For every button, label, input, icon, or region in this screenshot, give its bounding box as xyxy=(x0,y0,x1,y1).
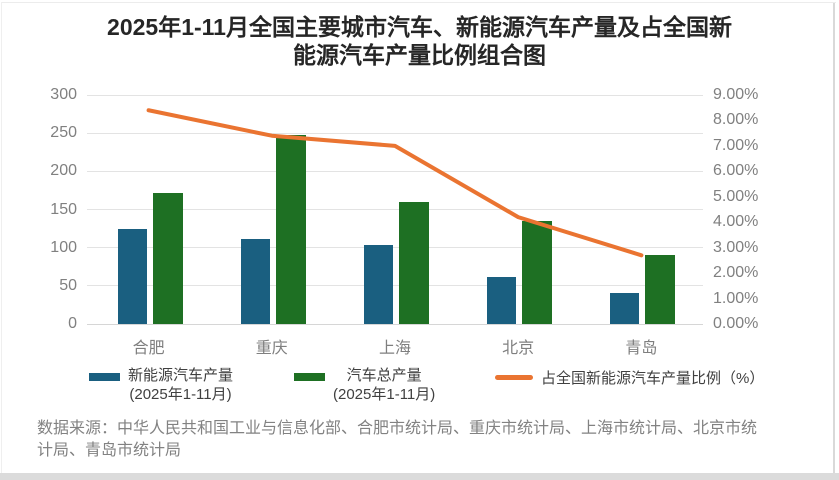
y-axis-left-label-0: 0 xyxy=(68,315,77,332)
card-border-bottom xyxy=(0,473,839,480)
y-axis-left-label-100: 100 xyxy=(50,238,77,256)
bar-nev-合肥 xyxy=(117,229,147,324)
bar-total-重庆 xyxy=(275,135,306,324)
legend-item-total: 汽车总产量 (2025年1-11月) xyxy=(294,366,435,404)
x-axis-label-合肥: 合肥 xyxy=(132,340,165,357)
gridline-250 xyxy=(87,132,703,134)
y-axis-right-label-3.00%: 3.00% xyxy=(713,238,759,256)
bar-total-北京 xyxy=(522,220,553,324)
y-axis-right-label-0.00%: 0.00% xyxy=(713,315,759,332)
nev-bar-swatch-icon xyxy=(89,373,120,381)
share-line-swatch-icon xyxy=(495,375,533,380)
y-axis-left-label-250: 250 xyxy=(50,124,77,142)
bar-nev-青岛 xyxy=(610,293,640,324)
legend-item-nev: 新能源汽车产量 (2025年1-11月) xyxy=(89,366,233,404)
y-axis-right-label-6.00%: 6.00% xyxy=(713,162,759,180)
x-axis-label-上海: 上海 xyxy=(378,340,411,357)
y-axis-left-label-50: 50 xyxy=(59,276,77,294)
y-axis-right-label-9.00%: 9.00% xyxy=(713,86,759,103)
data-source-note: 数据来源：中华人民共和国工业与信息化部、合肥市统计局、重庆市统计局、上海市统计局… xyxy=(37,420,758,459)
legend-item-share: 占全国新能源汽车产量比例（%） xyxy=(495,366,764,388)
y-axis-right-label-1.00%: 1.00% xyxy=(713,289,759,307)
gridline-0 xyxy=(87,323,703,325)
chart-title: 2025年1-11月全国主要城市汽车、新能源汽车产量及占全国新 能源汽车产量比例… xyxy=(107,14,732,68)
y-axis-left-label-200: 200 xyxy=(50,162,77,180)
bar-nev-重庆 xyxy=(240,239,270,324)
y-axis-right-label-5.00%: 5.00% xyxy=(713,187,759,205)
card-border-left xyxy=(1,2,2,474)
y-axis-left-label-300: 300 xyxy=(50,86,77,103)
x-axis-label-重庆: 重庆 xyxy=(255,340,288,357)
y-axis-right-label-4.00%: 4.00% xyxy=(713,213,759,231)
gridline-50 xyxy=(87,285,703,287)
y-axis-right-label-8.00%: 8.00% xyxy=(713,111,759,129)
legend-label-share: 占全国新能源汽车产量比例（%） xyxy=(541,370,765,387)
y-axis-right-label-7.00%: 7.00% xyxy=(713,136,759,154)
x-axis-label-北京: 北京 xyxy=(502,340,535,357)
gridline-200 xyxy=(87,170,703,172)
legend-label-nev: 新能源汽车产量 (2025年1-11月) xyxy=(128,367,234,403)
legend-label-total: 汽车总产量 (2025年1-11月) xyxy=(333,367,436,403)
card-border-right xyxy=(833,3,835,473)
total-bar-swatch-icon xyxy=(294,373,325,381)
bar-total-青岛 xyxy=(645,255,676,324)
bar-nev-上海 xyxy=(364,244,393,324)
y-axis-left-label-150: 150 xyxy=(50,200,77,218)
bar-total-合肥 xyxy=(152,192,183,324)
bar-total-上海 xyxy=(399,201,429,324)
y-axis-right-label-2.00%: 2.00% xyxy=(713,264,759,282)
bar-nev-北京 xyxy=(487,276,517,324)
gridline-300 xyxy=(87,94,703,96)
x-axis-label-青岛: 青岛 xyxy=(625,340,658,357)
card-border-top xyxy=(2,2,836,3)
